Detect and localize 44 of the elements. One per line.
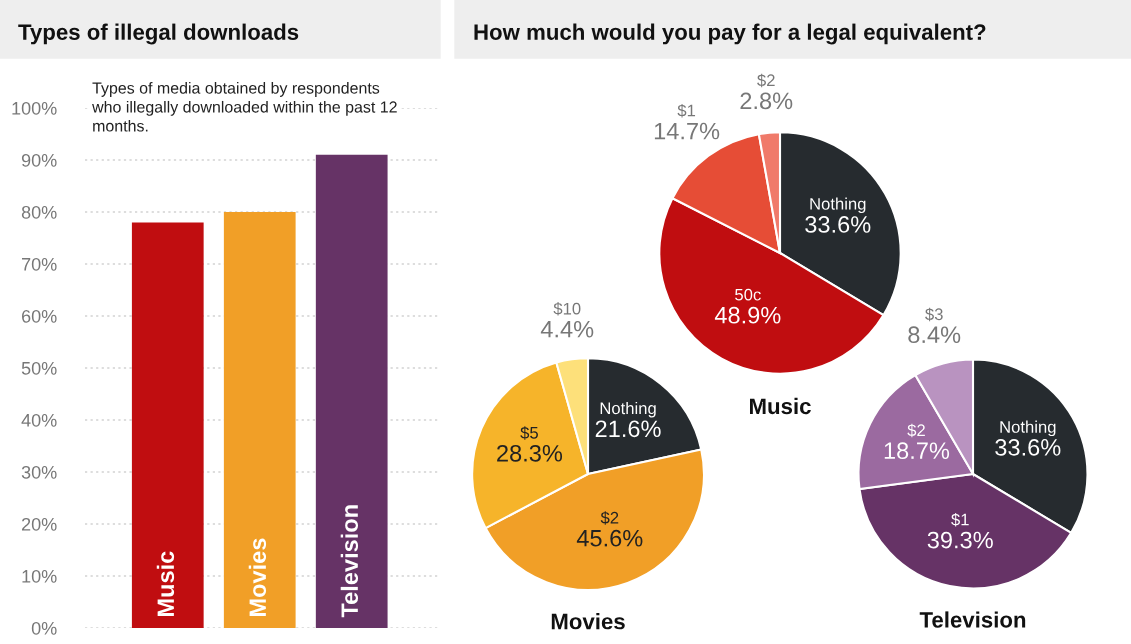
y-tick-label: 60% [22,309,57,323]
chart-title: How much would you pay for a legal equivalent? [474,23,986,45]
data-label: 18.7% [884,442,950,460]
data-label: 39.3% [927,531,993,549]
data-label: 21.6% [595,420,661,438]
y-tick-label: 10% [22,569,57,583]
x-tick-label: Television [340,505,359,618]
data-label: 2.8% [740,92,793,110]
data-label: 14.7% [654,122,720,140]
slice-label: $10 [553,302,581,316]
slice-label: $2 [907,423,925,438]
data-label: 8.4% [908,326,961,344]
y-tick-label: 40% [21,413,57,427]
slice-label: Nothing [1000,420,1056,437]
y-tick-label: 80% [21,205,57,219]
text: Music [750,397,811,415]
y-tick-label: 50% [21,361,57,375]
text: Television [919,611,1026,628]
slice-label: $1 [677,103,696,118]
text: Movies [551,613,625,630]
y-tick-label: 100% [12,101,57,115]
x-tick-label: Music [156,551,175,617]
slice-label: $2 [757,73,775,88]
slice-label: Nothing [810,197,866,214]
chart-title: Types of illegal downloads [18,23,299,45]
y-tick-label: 20% [21,517,57,531]
x-tick-label: Movies [248,538,267,617]
data-label: 4.4% [540,320,594,338]
y-tick-label: 0% [31,621,57,635]
slice-label: 50c [735,288,761,301]
data-label: 28.3% [497,444,563,462]
slice-label: Nothing [600,401,656,418]
data-label: 33.6% [805,216,871,233]
slice-label: $5 [520,426,538,440]
annotation: Types of media obtained by respondents who illegally downloaded within the past 12 months. [92,82,397,132]
y-tick-label: 70% [22,257,57,271]
data-label: 48.9% [714,306,781,324]
slice-label: $1 [951,512,969,527]
y-tick-label: 30% [21,465,57,479]
data-label: 33.6% [995,439,1061,456]
y-tick-label: 90% [21,153,57,167]
slice-label: $2 [600,511,619,525]
slice-label: $3 [925,307,943,322]
data-label: 45.6% [576,529,643,547]
